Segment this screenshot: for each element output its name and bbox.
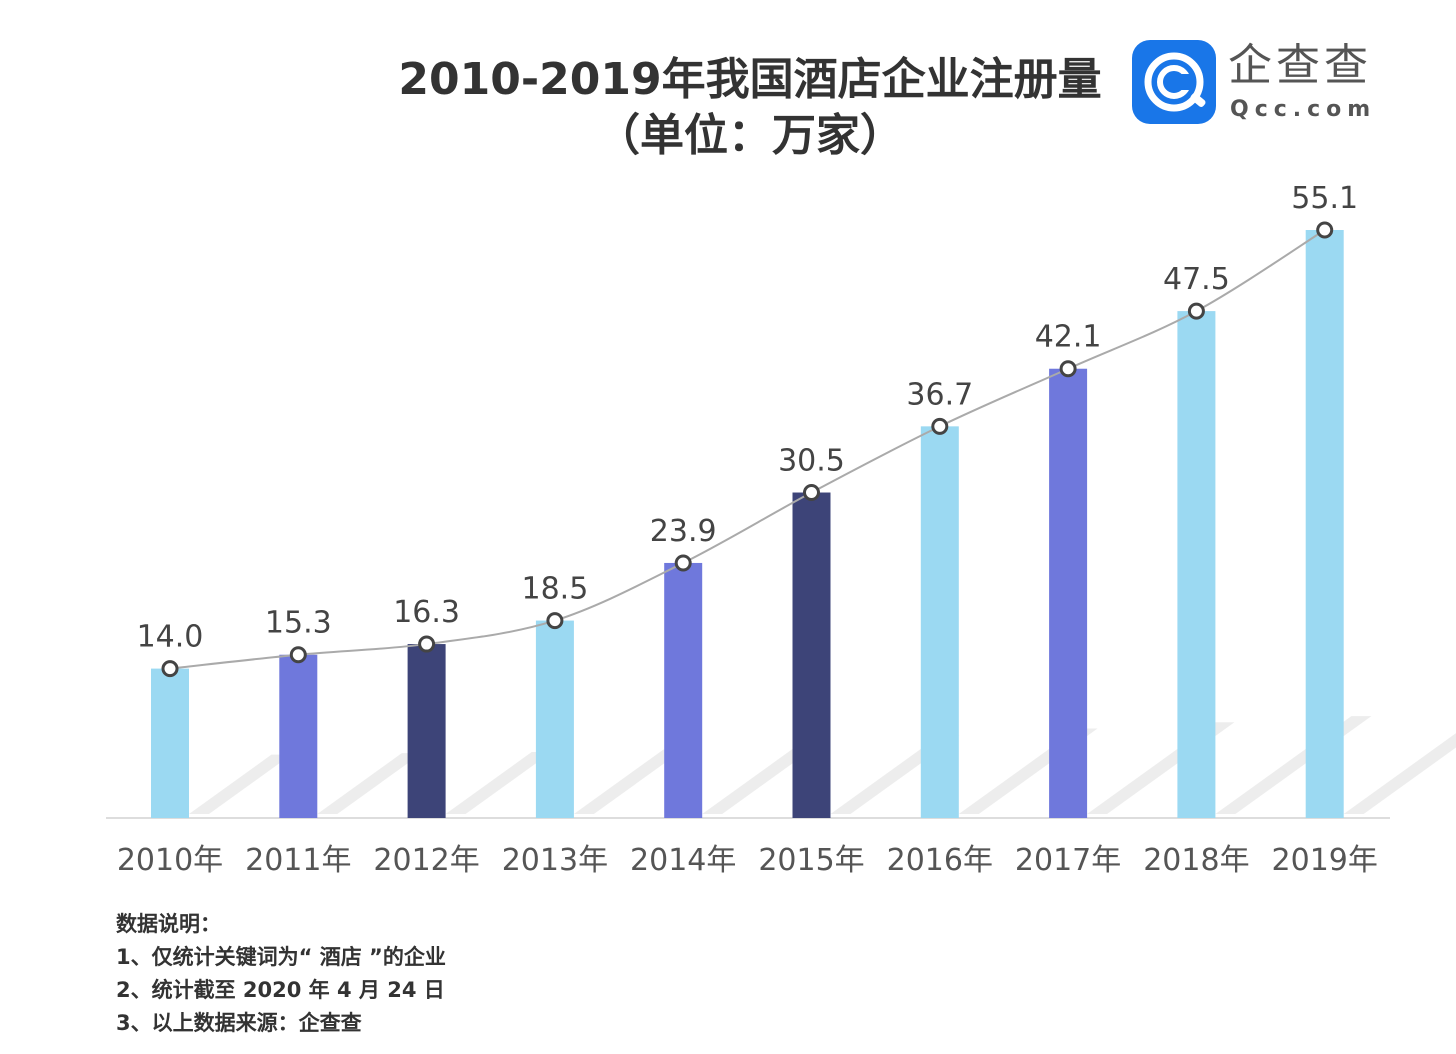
value-label: 42.1 — [1035, 320, 1102, 355]
bar-shadow — [1215, 716, 1372, 814]
trend-point — [803, 484, 820, 502]
value-label: 14.0 — [137, 620, 204, 655]
value-label: 47.5 — [1163, 262, 1230, 297]
trend-point — [674, 554, 692, 572]
x-tick-label: 2010年 — [117, 843, 223, 878]
bars — [151, 230, 1344, 818]
trend-point — [161, 660, 179, 678]
bar-shadow — [317, 753, 422, 814]
x-tick-label: 2011年 — [245, 843, 351, 878]
trend-point — [418, 635, 436, 653]
notes-heading: 数据说明： — [116, 912, 221, 936]
trend-point — [1059, 360, 1077, 378]
bar-shadow — [573, 749, 684, 814]
value-label: 15.3 — [265, 606, 332, 641]
x-tick-label: 2015年 — [758, 843, 864, 878]
trend-points — [161, 221, 1334, 678]
trend-point — [1187, 302, 1205, 320]
logo-name: 企查查 — [1228, 40, 1372, 91]
note-item-2: 2、统计截至 2020 年 4 月 24 日 — [116, 978, 445, 1002]
bar-2019年 — [1305, 230, 1344, 818]
bar-2010年 — [151, 668, 189, 818]
value-label: 23.9 — [650, 514, 717, 549]
bar-shadow — [445, 752, 552, 814]
x-tick-labels: 2010年 2011年 2012年 2013年 2014年 2015年 2016年 2017年… — [117, 843, 1378, 878]
bar-2013年 — [535, 620, 574, 818]
chart-title-line1: 2010-2019年我国酒店企业注册量 — [398, 54, 1102, 105]
x-tick-label: 2017年 — [1015, 843, 1121, 878]
x-tick-label: 2018年 — [1143, 843, 1249, 878]
qcc-logo: 企查查 Qcc.com — [1132, 40, 1382, 130]
value-labels: 14.0 15.3 16.3 18.5 23.9 30.5 36.7 42.1 47.5 55.1 — [137, 181, 1358, 655]
value-label: 36.7 — [906, 377, 973, 412]
bar-chart: 14.0 15.3 16.3 18.5 23.9 30.5 36.7 42.1 47.5 55.1… — [106, 181, 1456, 878]
note-item-3: 3、以上数据来源：企查查 — [116, 1011, 362, 1035]
x-tick-label: 2016年 — [887, 843, 993, 878]
logo-domain: Qcc.com — [1230, 97, 1377, 122]
bar-2015年 — [792, 492, 831, 818]
bar-shadow — [189, 754, 292, 814]
note-item-1: 1、仅统计关键词为“ 酒店 ”的企业 — [116, 945, 446, 969]
chart-title: 2010-2019年我国酒店企业注册量 （单位：万家） — [330, 52, 1170, 164]
value-label: 55.1 — [1291, 181, 1358, 216]
bar-2017年 — [1049, 368, 1088, 818]
x-tick-label: 2012年 — [373, 843, 479, 878]
x-tick-label: 2019年 — [1272, 843, 1378, 878]
bar-shadow — [1343, 733, 1456, 814]
x-tick-label: 2014年 — [630, 843, 736, 878]
value-label: 16.3 — [393, 595, 460, 630]
bar-2014年 — [664, 562, 703, 818]
value-label: 18.5 — [522, 572, 589, 607]
bar-2018年 — [1177, 311, 1216, 818]
trend-point — [931, 417, 949, 435]
chart-title-line2: （单位：万家） — [596, 110, 904, 161]
x-tick-label: 2013年 — [502, 843, 608, 878]
bar-shadow — [702, 743, 821, 814]
trend-point — [289, 646, 307, 664]
data-notes: 数据说明： 1、仅统计关键词为“ 酒店 ”的企业 2、统计截至 2020 年 4… — [116, 908, 446, 1040]
bar-2011年 — [279, 654, 318, 818]
trend-point — [546, 612, 564, 630]
bar-2012年 — [407, 644, 446, 818]
qcc-logo-icon — [1132, 40, 1216, 124]
trend-point — [1316, 221, 1334, 239]
value-label: 30.5 — [778, 444, 845, 479]
trend-line — [169, 229, 1326, 670]
bar-2016年 — [920, 426, 959, 818]
